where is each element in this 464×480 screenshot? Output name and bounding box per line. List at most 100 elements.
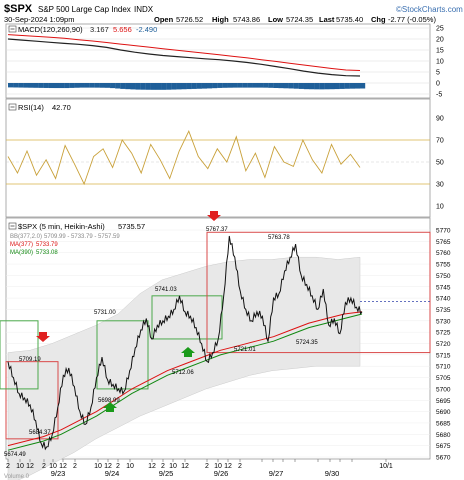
bb-values: 5709.99 - 5733.79 - 5757.59 [44,234,120,240]
macd-hist-bar [354,83,361,89]
macd-hist-bar [161,83,167,90]
macd-hist-bar [74,83,80,88]
rsi-value: 42.70 [52,103,71,112]
price-annotation: 5741.03 [155,287,177,293]
rsi-label: RSI(14) [18,103,44,112]
x-tick-label: 10 [169,463,177,470]
macd-hist-bar [232,83,238,88]
ma-390-line [7,313,363,451]
arrow-down-icon [207,211,221,221]
open-label: Open [154,15,174,24]
macd-hist-bar [18,83,24,88]
macd-signal-line [7,34,361,71]
brand-logo: ©StockCharts.com [396,5,463,14]
macd-hist-bar [150,83,157,90]
price-tick-label: 5700 [436,386,451,393]
open-value: 5726.52 [176,15,203,24]
macd-hist-bar [339,83,345,89]
macd-hist-bar [94,83,100,88]
macd-hist-bar [33,83,39,88]
x-tick-label: 2 [6,463,10,470]
price-annotation: 5712.06 [172,370,194,376]
highlight-box [5,361,59,440]
ema-value: 5733.79 [36,242,58,248]
x-tick-label: 2 [161,463,165,470]
rsi-tick-label: 50 [436,160,444,167]
price-tick-label: 5710 [436,364,451,371]
macd-hist-bar [155,83,162,90]
macd-hist-bar [360,83,366,89]
macd-hist-bar [293,83,299,89]
high-value: 5743.86 [233,15,260,24]
macd-histogram [8,83,366,90]
price-tick-label: 5765 [436,239,451,246]
macd-hist-bar [64,83,70,89]
x-tick-label: 10/1 [379,463,393,470]
macd-hist-bar [273,83,279,88]
price-annotation: 5724.35 [296,340,318,346]
x-tick-label: 10 [49,463,57,470]
x-tick-label: 10 [94,463,102,470]
macd-hist-bar [278,83,284,89]
ema-label: MA(377) [10,242,33,248]
price-tick-label: 5670 [436,455,451,462]
highlight-box [206,231,431,354]
macd-hist-bar [201,83,208,89]
macd-signal-value: 5.656 [113,25,132,34]
highlight-box [151,295,223,340]
macd-hist-bar [53,83,60,89]
macd-hist-bar [120,83,126,89]
rsi-tick-label: 90 [436,116,444,123]
macd-hist-bar [288,83,294,89]
macd-hist-bar [227,83,233,88]
x-axis: 2 10 12 2 10 12 2 10 12 2 10 12 2 10 12 2 10 12 2 10/19/23 9… [6,459,393,478]
macd-hist-bar [268,83,274,88]
price-tick-label: 5705 [436,375,451,382]
macd-hist-bar [135,83,141,90]
x-tick-label: 12 [26,463,34,470]
low-label: Low [268,15,283,24]
macd-hist-bar [43,83,49,88]
macd-hist-bar [298,83,304,89]
macd-hist-bar [99,83,106,88]
price-label: $SPX (5 min, Heikin-Ashi) [18,222,105,231]
macd-hist-bar [334,83,340,90]
arrow-up-icon [103,402,117,412]
macd-hist-bar [125,83,131,90]
macd-hist-bar [237,83,243,88]
macd-hist-bar [222,83,228,88]
macd-hist-value: -2.490 [136,25,157,34]
price-annotation: 5709.19 [19,357,41,363]
day-label: 9/23 [51,469,66,478]
macd-hist-bar [308,83,315,90]
price-panel: 5767.37 5763.78 5741.03 5731.00 5709.19 5721.… [0,211,451,480]
price-tick-label: 5720 [436,341,451,348]
macd-hist-bar [69,83,75,88]
macd-hist-bar [171,83,177,90]
price-annotation: 5763.78 [268,235,290,241]
x-tick-label: 10 [126,463,134,470]
macd-hist-bar [206,83,213,89]
price-line [7,235,363,451]
rsi-line [7,130,361,186]
macd-hist-bar [89,83,95,88]
rsi-panel: RSI(14) 42.70 90 70 50 30 10 [5,98,444,218]
macd-hist-bar [329,83,335,90]
bb-label: BB(377,2.0) [10,234,42,240]
macd-hist-bar [130,83,136,90]
macd-hist-bar [140,83,146,90]
low-value: 5724.35 [286,15,313,24]
symbol-label: $SPX [4,3,33,15]
macd-hist-bar [145,83,151,90]
last-value: 5735.40 [336,15,363,24]
footer-text: Volume 0 [4,474,30,480]
macd-hist-bar [23,83,29,88]
macd-hist-bar [186,83,192,90]
macd-hist-bar [247,83,253,88]
date-label: 30-Sep-2024 1:09pm [4,15,74,24]
price-tick-label: 5715 [436,352,451,359]
x-tick-label: 12 [181,463,189,470]
index-name: S&P 500 Large Cap Index [38,5,131,14]
price-tick-label: 5680 [436,432,451,439]
